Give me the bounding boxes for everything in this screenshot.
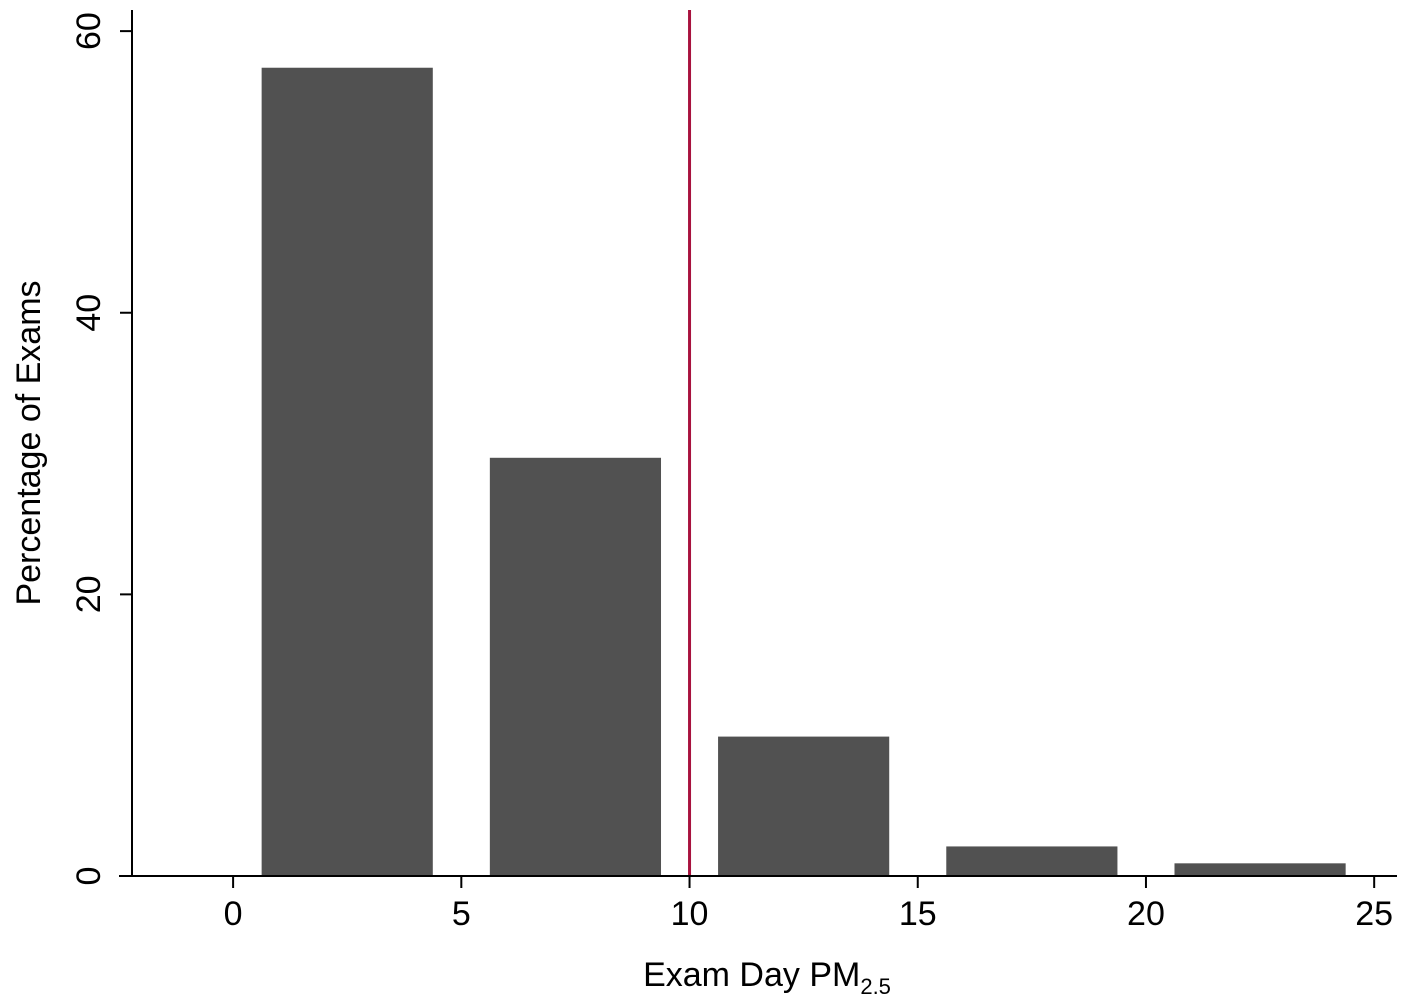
bar-4 [946, 846, 1118, 876]
axes-group [119, 10, 1397, 877]
y-axis-title: Percentage of Exams [10, 280, 48, 605]
bars-group [261, 67, 1346, 876]
x-tick-label: 10 [671, 895, 709, 933]
x-tick-label: 25 [1355, 895, 1393, 933]
x-tick-label: 5 [452, 895, 471, 933]
x-axis-title-main: Exam Day PM [643, 956, 860, 994]
y-tick-label: 20 [70, 575, 108, 613]
y-ticks-group: 0 20 40 60 [70, 12, 132, 885]
x-ticks-group: 0 5 10 15 20 25 [224, 876, 1393, 933]
bar-2 [489, 457, 662, 876]
bar-1 [261, 67, 433, 876]
x-tick-label: 20 [1127, 895, 1165, 933]
y-tick-label: 60 [70, 12, 108, 50]
bar-3 [718, 736, 890, 876]
x-tick-label: 15 [899, 895, 937, 933]
x-axis-title-subscript: 2.5 [860, 974, 891, 996]
y-tick-label: 0 [70, 867, 108, 886]
y-tick-label: 40 [70, 294, 108, 332]
x-tick-label: 0 [224, 895, 243, 933]
x-axis-title: Exam Day PM2.5 [643, 956, 891, 996]
bar-5 [1174, 863, 1346, 876]
